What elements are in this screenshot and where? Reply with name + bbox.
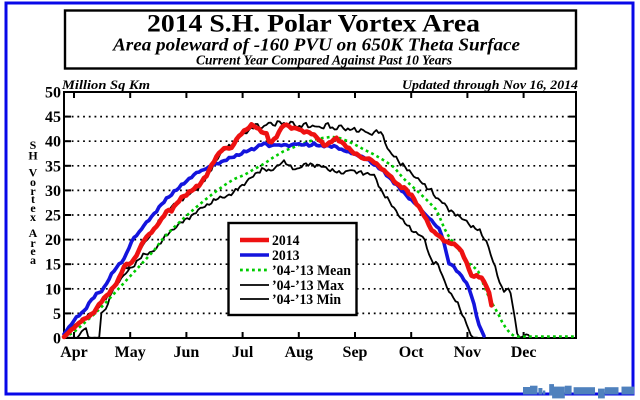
svg-text:Nov: Nov [454, 344, 482, 361]
svg-text:2014: 2014 [272, 233, 300, 249]
svg-text:0: 0 [53, 331, 61, 348]
svg-text:Sep: Sep [343, 344, 368, 361]
svg-text:x: x [30, 210, 36, 224]
svg-text:50: 50 [45, 85, 61, 102]
svg-text:a: a [30, 253, 36, 267]
svg-text:5: 5 [53, 306, 61, 323]
svg-text:e: e [30, 244, 36, 258]
svg-text:Apr: Apr [60, 344, 88, 361]
svg-text:30: 30 [45, 183, 61, 200]
svg-text:May: May [115, 344, 146, 361]
svg-text:’04-’13 Max: ’04-’13 Max [272, 278, 345, 294]
svg-text:’04-’13 Mean: ’04-’13 Mean [272, 263, 351, 279]
svg-text:r: r [30, 184, 36, 198]
svg-text:Current Year Compared Against: Current Year Compared Against Past 10 Ye… [196, 53, 452, 68]
svg-text:Updated through Nov 16, 2014: Updated through Nov 16, 2014 [402, 77, 579, 92]
svg-text:2013: 2013 [272, 248, 300, 264]
svg-text:t: t [31, 192, 35, 206]
svg-text:Aug: Aug [285, 344, 313, 361]
svg-text:’04-’13 Min: ’04-’13 Min [272, 292, 341, 308]
svg-text:45: 45 [45, 109, 61, 126]
svg-text:Jul: Jul [232, 344, 254, 361]
svg-text:Jun: Jun [174, 344, 200, 361]
svg-text:H: H [28, 149, 38, 163]
svg-text:Dec: Dec [511, 344, 537, 361]
svg-text:10: 10 [45, 281, 61, 298]
svg-text:15: 15 [45, 257, 61, 274]
svg-text:o: o [30, 175, 36, 189]
svg-text:Area poleward of -160 PVU on 6: Area poleward of -160 PVU on 650K Theta … [112, 35, 520, 55]
svg-text:Million Sq Km: Million Sq Km [61, 77, 150, 92]
svg-text:2014 S.H. Polar Vortex Area: 2014 S.H. Polar Vortex Area [147, 11, 481, 38]
svg-text:r: r [30, 236, 36, 250]
svg-text:35: 35 [45, 158, 61, 175]
svg-text:V: V [29, 166, 38, 180]
svg-text:Oct: Oct [399, 344, 425, 361]
svg-text:25: 25 [45, 208, 61, 225]
svg-text:A: A [29, 226, 38, 240]
svg-text:20: 20 [45, 232, 61, 249]
svg-text:e: e [30, 201, 36, 215]
svg-text:40: 40 [45, 134, 61, 151]
svg-text:S: S [30, 138, 37, 152]
